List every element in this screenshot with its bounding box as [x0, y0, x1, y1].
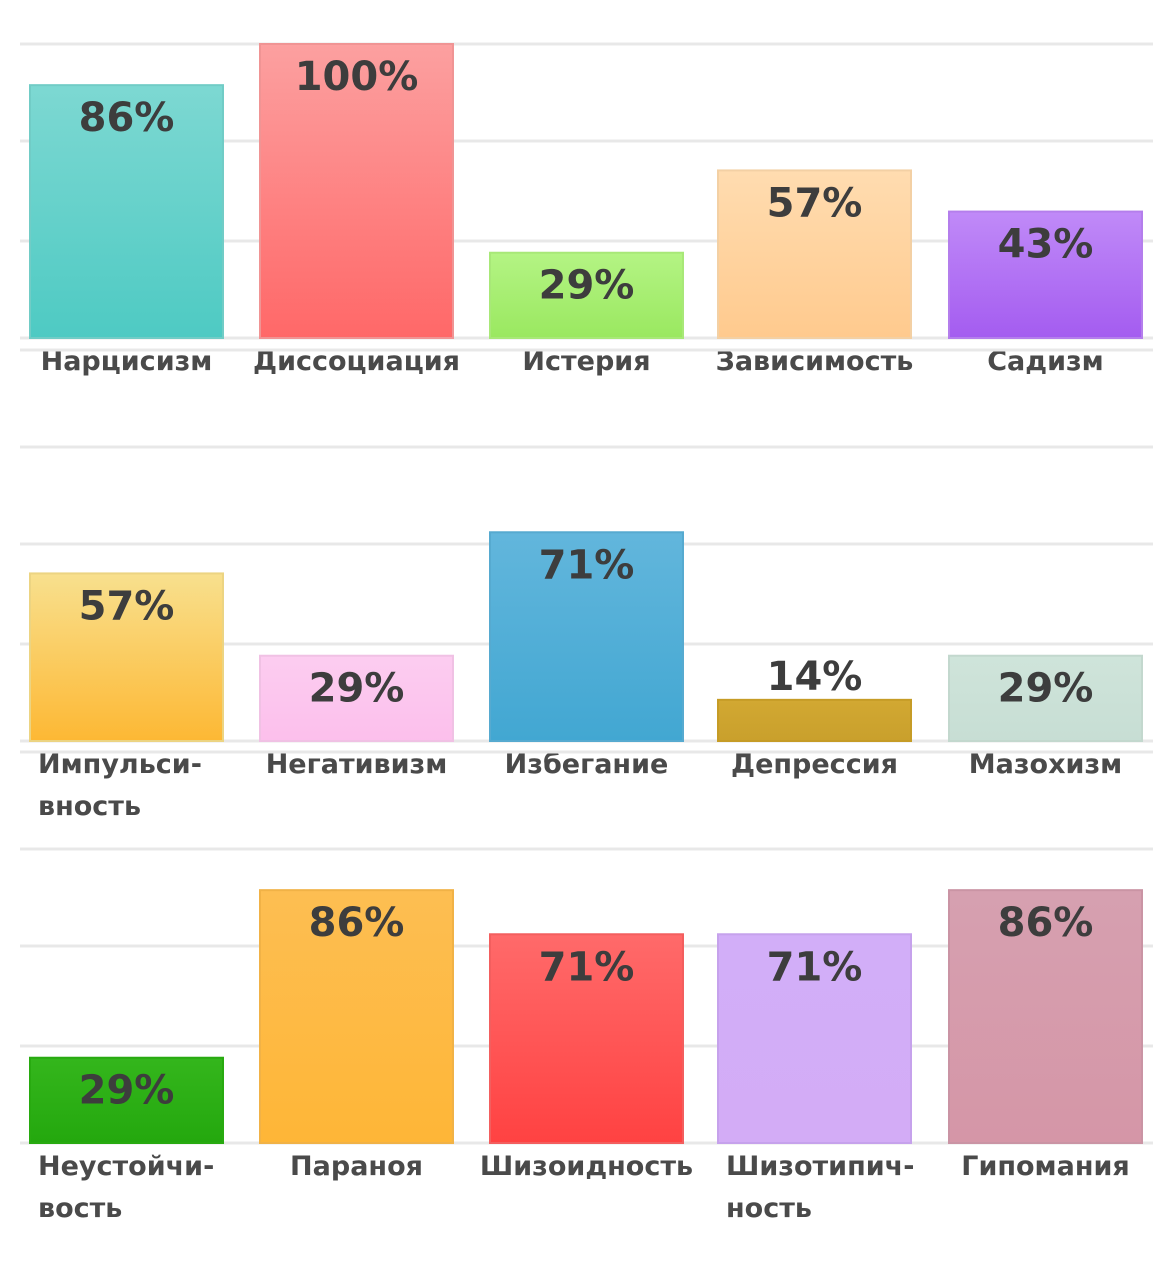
category-label: Негативизм: [266, 749, 448, 780]
bar: [29, 1056, 224, 1144]
category-label: Гипомания: [961, 1151, 1130, 1182]
bar: [717, 698, 912, 743]
chart-panel-1: 86%Нарцисизм100%Диссоциация29%Истерия57%…: [20, 42, 1153, 377]
category-label: вность: [38, 791, 141, 822]
bar: [948, 210, 1143, 339]
bar-value-label: 71%: [539, 944, 635, 990]
category-label: Избегание: [505, 749, 669, 780]
category-label: ность: [726, 1193, 812, 1224]
bar-value-label: 14%: [767, 654, 863, 700]
category-label: Мазохизм: [969, 749, 1122, 780]
category-label: Импульси-: [38, 749, 202, 780]
bar: [717, 933, 912, 1145]
bar: [259, 654, 454, 742]
bar-value-label: 86%: [998, 900, 1094, 946]
bar: [489, 933, 684, 1145]
bar-value-label: 86%: [309, 900, 405, 946]
bar: [948, 889, 1143, 1144]
category-label: Неустойчи-: [38, 1151, 214, 1182]
category-label: Депрессия: [731, 749, 898, 780]
bar-value-label: 57%: [767, 180, 863, 226]
bar-value-label: 71%: [767, 944, 863, 990]
bar-value-label: 71%: [539, 542, 635, 588]
bar: [489, 251, 684, 340]
bar-value-label: 29%: [539, 263, 635, 309]
bar-value-label: 86%: [79, 95, 175, 141]
bar: [489, 531, 684, 743]
chart-panel-3: 29% Неустойчи-вость 86% Параноя 71% Шизоиднос…: [20, 750, 1153, 1224]
category-label: Шизотипич-: [726, 1151, 914, 1182]
chart-panel-2: 57% Импульси-вность 29% Негативизм 71% Избега…: [20, 348, 1153, 822]
bar: [717, 169, 912, 339]
bar-value-label: 29%: [998, 666, 1094, 712]
category-label: вость: [38, 1193, 122, 1224]
bar-value-label: 29%: [309, 666, 405, 712]
bar: [29, 84, 224, 339]
bar: [259, 889, 454, 1144]
bar-value-label: 57%: [79, 583, 175, 629]
bar-value-label: 43%: [998, 222, 1094, 268]
bar: [29, 572, 224, 742]
category-label: Шизоидность: [480, 1151, 693, 1182]
category-label: Параноя: [290, 1151, 423, 1182]
bar-value-label: 100%: [295, 54, 419, 100]
bar-value-label: 29%: [79, 1068, 175, 1114]
bar: [948, 654, 1143, 742]
bar: [259, 43, 454, 339]
